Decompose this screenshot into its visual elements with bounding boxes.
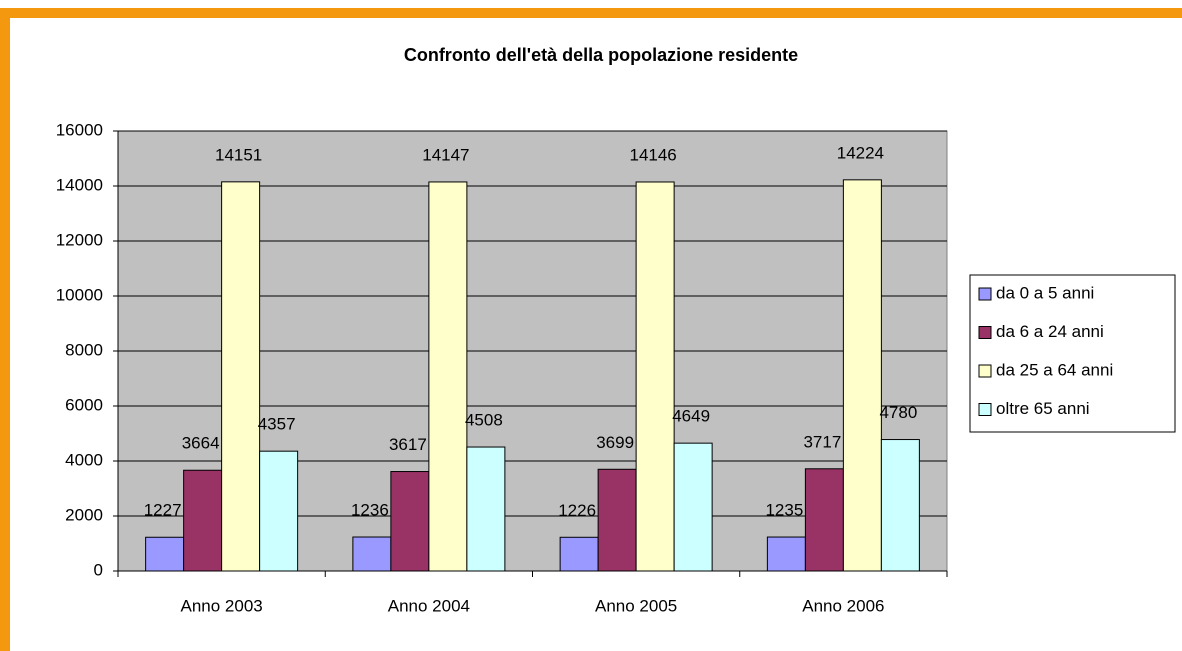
legend-label: oltre 65 anni [996, 399, 1090, 418]
chart-title: Confronto dell'età della popolazione res… [404, 45, 798, 65]
x-tick-label: Anno 2003 [181, 596, 263, 615]
data-label: 3664 [182, 434, 220, 453]
data-label: 14147 [422, 145, 469, 164]
bar [352, 536, 392, 572]
legend-label: da 0 a 5 anni [996, 283, 1094, 302]
data-label: 14151 [215, 145, 262, 164]
y-tick-label: 12000 [56, 230, 103, 249]
data-label: 1226 [558, 501, 596, 520]
legend-swatch [978, 287, 992, 301]
data-label: 4780 [879, 403, 917, 422]
x-tick-label: Anno 2006 [802, 596, 884, 615]
data-label: 1235 [765, 501, 803, 520]
data-label: 3699 [596, 433, 634, 452]
legend-swatch [978, 326, 992, 339]
legend-label: da 6 a 24 anni [996, 322, 1104, 341]
y-tick-label: 14000 [56, 175, 103, 194]
bar [428, 181, 468, 572]
legend-swatch [978, 403, 992, 416]
data-label: 3717 [803, 432, 841, 451]
bar [466, 446, 506, 572]
bar [880, 439, 920, 572]
bar [766, 536, 806, 572]
bar [221, 181, 261, 572]
bar [842, 179, 882, 572]
legend-swatch [978, 364, 992, 378]
x-tick-label: Anno 2005 [595, 596, 677, 615]
bar [635, 181, 675, 572]
data-label: 14224 [837, 143, 884, 162]
y-tick-label: 4000 [65, 450, 103, 469]
y-tick-label: 8000 [65, 340, 103, 359]
y-tick-label: 0 [94, 560, 103, 579]
bar [559, 536, 599, 572]
bar [145, 536, 185, 572]
data-label: 4508 [465, 411, 503, 430]
x-tick-label: Anno 2004 [388, 596, 470, 615]
bar [259, 450, 299, 572]
data-label: 14146 [629, 145, 676, 164]
data-label: 1236 [351, 500, 389, 519]
data-label: 3617 [389, 435, 427, 454]
y-tick-label: 10000 [56, 285, 103, 304]
bar [804, 468, 844, 572]
bar [673, 442, 713, 572]
data-label: 1227 [144, 501, 182, 520]
legend-box [969, 274, 1176, 433]
y-tick-label: 6000 [65, 395, 103, 414]
y-tick-label: 16000 [56, 120, 103, 139]
data-label: 4649 [672, 407, 710, 426]
bar [390, 471, 430, 572]
legend-label: da 25 a 64 anni [996, 360, 1113, 379]
bar [597, 468, 637, 572]
data-label: 4357 [258, 415, 296, 434]
bar [183, 469, 223, 572]
y-tick-label: 2000 [65, 505, 103, 524]
